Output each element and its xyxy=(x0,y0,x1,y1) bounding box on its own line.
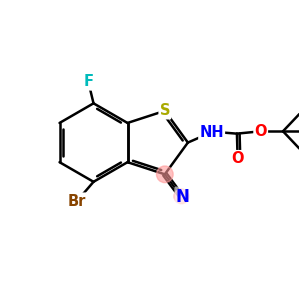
Text: F: F xyxy=(84,74,94,89)
Circle shape xyxy=(174,189,189,204)
Circle shape xyxy=(157,166,173,183)
Text: S: S xyxy=(160,103,170,118)
Text: O: O xyxy=(254,124,267,139)
Text: N: N xyxy=(176,188,190,206)
Text: Br: Br xyxy=(68,194,86,208)
Text: NH: NH xyxy=(199,125,224,140)
Text: O: O xyxy=(231,151,244,166)
